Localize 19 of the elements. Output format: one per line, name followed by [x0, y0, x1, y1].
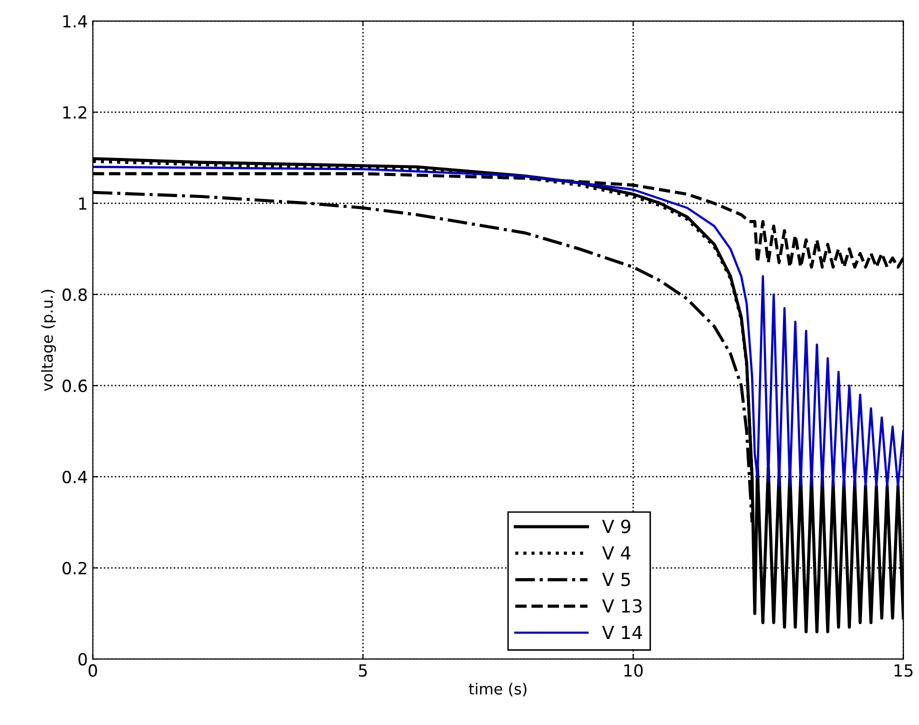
y-axis-title: voltage (p.u.) — [41, 290, 56, 392]
y-tick-label: 0.2 — [62, 562, 86, 574]
y-tick-label: 1 — [79, 197, 86, 210]
legend-label: V 5 — [602, 572, 630, 586]
y-tick-label: 0.8 — [62, 288, 87, 302]
legend-label: V 4 — [602, 546, 631, 560]
legend-label: V 14 — [602, 626, 642, 640]
x-axis-title: time (s) — [468, 682, 526, 696]
y-tick-label: 0.6 — [62, 380, 87, 392]
y-tick-label: 0.4 — [62, 470, 88, 484]
legend-label: V 9 — [602, 520, 630, 534]
y-tick-label: 1.2 — [63, 106, 86, 118]
x-tick-label: 15 — [894, 664, 913, 677]
x-tick-label: 5 — [358, 664, 367, 677]
legend-label: V 13 — [602, 599, 642, 613]
x-tick-label: 0 — [88, 664, 98, 677]
y-tick-label: 0 — [78, 652, 87, 666]
y-tick-label: 1.4 — [63, 15, 88, 28]
x-tick-label: 10 — [624, 664, 643, 677]
